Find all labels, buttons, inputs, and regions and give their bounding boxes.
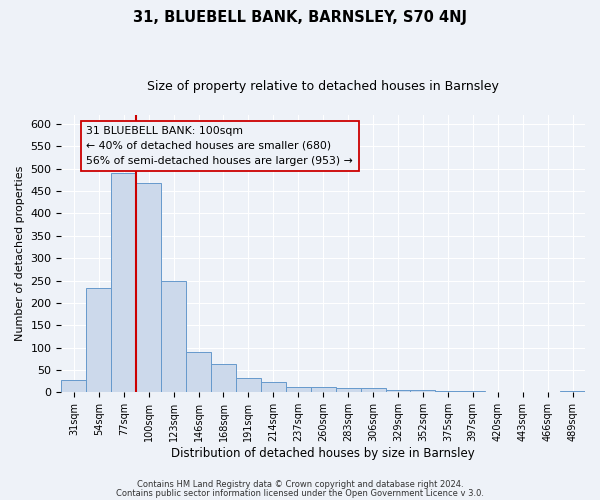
Bar xyxy=(311,388,335,392)
Y-axis label: Number of detached properties: Number of detached properties xyxy=(15,166,25,342)
Title: Size of property relative to detached houses in Barnsley: Size of property relative to detached ho… xyxy=(147,80,499,93)
Bar xyxy=(436,391,460,392)
Bar xyxy=(410,390,436,392)
Bar xyxy=(386,390,410,392)
Text: Contains HM Land Registry data © Crown copyright and database right 2024.: Contains HM Land Registry data © Crown c… xyxy=(137,480,463,489)
Bar xyxy=(211,364,236,392)
Bar xyxy=(261,382,286,392)
Text: 31, BLUEBELL BANK, BARNSLEY, S70 4NJ: 31, BLUEBELL BANK, BARNSLEY, S70 4NJ xyxy=(133,10,467,25)
Bar xyxy=(111,172,136,392)
Bar xyxy=(560,391,585,392)
Bar xyxy=(236,378,261,392)
Bar xyxy=(136,182,161,392)
Bar xyxy=(86,288,111,393)
Bar xyxy=(361,388,386,392)
Text: 31 BLUEBELL BANK: 100sqm
← 40% of detached houses are smaller (680)
56% of semi-: 31 BLUEBELL BANK: 100sqm ← 40% of detach… xyxy=(86,126,353,166)
Bar xyxy=(186,352,211,393)
Text: Contains public sector information licensed under the Open Government Licence v : Contains public sector information licen… xyxy=(116,489,484,498)
Bar xyxy=(161,282,186,393)
Bar xyxy=(286,386,311,392)
Bar xyxy=(335,388,361,392)
X-axis label: Distribution of detached houses by size in Barnsley: Distribution of detached houses by size … xyxy=(172,447,475,460)
Bar xyxy=(61,380,86,392)
